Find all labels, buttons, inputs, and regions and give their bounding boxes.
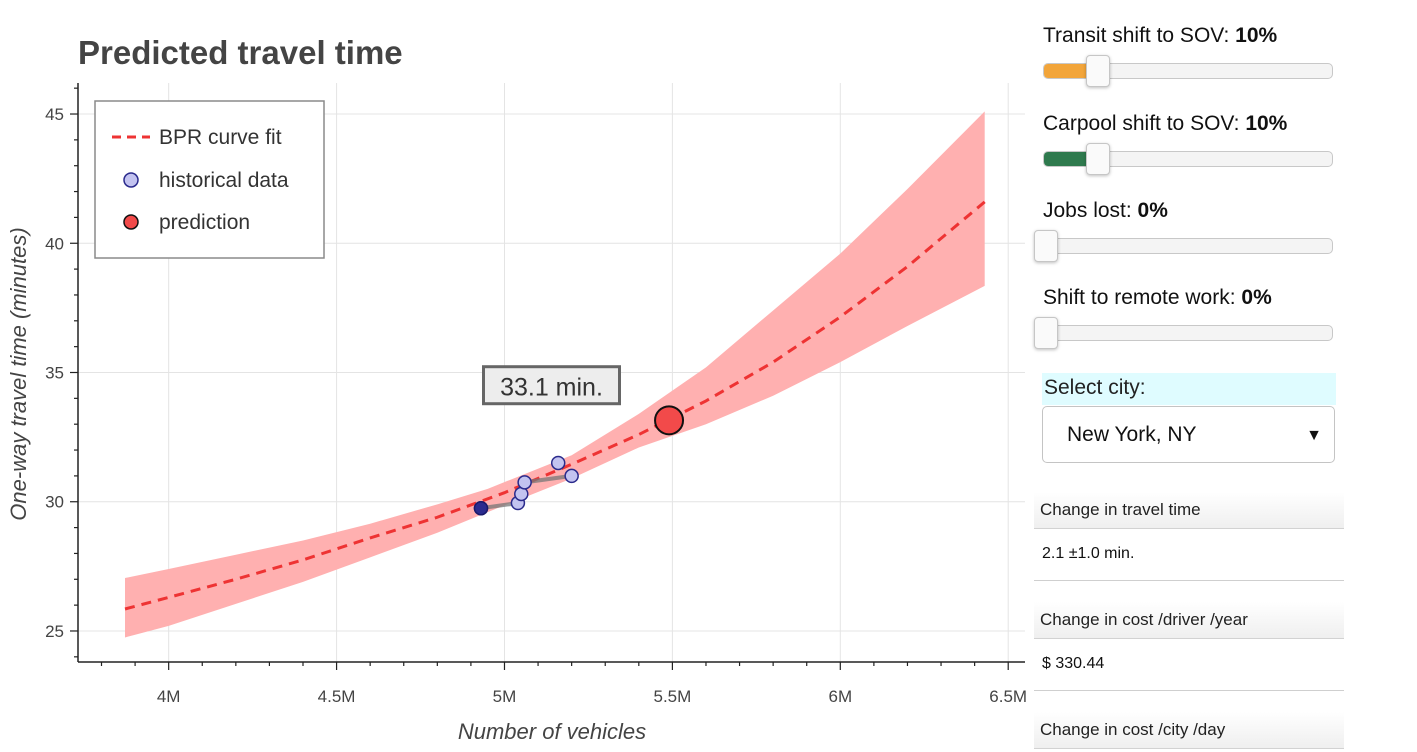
slider-label: Transit shift to SOV: 10%: [1043, 24, 1277, 48]
slider-label: Carpool shift to SOV: 10%: [1043, 112, 1287, 136]
legend-swatch-historical: [123, 172, 139, 188]
y-tick-label: 25: [45, 622, 64, 641]
slider-value: 0%: [1137, 199, 1168, 222]
chart-title: Predicted travel time: [78, 34, 403, 71]
prediction-point: [654, 405, 685, 436]
historical-data-point: [564, 468, 579, 484]
slider-label: Jobs lost: 0%: [1043, 199, 1168, 223]
x-tick-label: 5.5M: [653, 687, 691, 706]
x-tick-label: 6M: [828, 687, 852, 706]
slider-handle[interactable]: [1034, 230, 1058, 262]
city-select-value: New York, NY: [1067, 423, 1197, 446]
bpr-curve-line: [124, 200, 986, 611]
table-header-travel-time: Change in travel time: [1034, 492, 1344, 529]
chevron-down-icon: ▼: [1306, 427, 1322, 444]
y-axis-label: One-way travel time (minutes): [6, 227, 31, 520]
slider-label-text: Shift to remote work:: [1043, 286, 1242, 309]
slider-value: 0%: [1241, 286, 1272, 309]
controls-panel: Transit shift to SOV: 10% Carpool shift t…: [1034, 0, 1417, 752]
slider-label-text: Jobs lost:: [1043, 199, 1138, 222]
slider-handle[interactable]: [1034, 317, 1058, 349]
table-header-cost-driver: Change in cost /driver /year: [1034, 602, 1344, 639]
x-tick-label: 4M: [157, 687, 181, 706]
slider-value: 10%: [1245, 112, 1288, 135]
legend-label: BPR curve fit: [159, 126, 282, 149]
slider-track[interactable]: [1034, 317, 1333, 349]
historical-data-point: [473, 500, 489, 516]
table-divider: [1034, 690, 1344, 691]
slider-value: 10%: [1235, 24, 1278, 47]
select-city-label: Select city:: [1042, 373, 1336, 405]
annotation-text: 33.1 min.: [500, 374, 603, 402]
slider-handle[interactable]: [1086, 143, 1111, 175]
bpr-curve-line: [124, 200, 986, 611]
annotation-box: [482, 365, 621, 406]
y-tick-label: 45: [45, 105, 64, 124]
slider-label-text: Carpool shift to SOV:: [1043, 112, 1246, 135]
slider-track[interactable]: [1034, 230, 1333, 262]
table-header-cost-city: Change in cost /city /day: [1034, 712, 1344, 749]
slider-track[interactable]: [1043, 55, 1333, 87]
slider-fill: [1044, 152, 1093, 166]
historical-data-point: [517, 475, 532, 490]
x-tick-label: 5M: [493, 687, 517, 706]
slider-label-text: Transit shift to SOV:: [1043, 24, 1236, 47]
travel-time-chart: Predicted travel time 4M 4.5M 5M 5.5M 6M 6.5M…: [6, 34, 1027, 744]
y-tick-label: 40: [45, 234, 64, 253]
slider-label: Shift to remote work: 0%: [1043, 286, 1272, 310]
table-value-travel-time: 2.1 ±1.0 min.: [1042, 545, 1135, 562]
legend-label: historical data: [159, 169, 289, 192]
table-divider: [1034, 580, 1344, 581]
prediction-annotation: 33.1 min.: [482, 365, 621, 406]
legend: BPR curve fit historical data prediction: [94, 100, 325, 259]
historical-data-point: [550, 455, 566, 471]
slider-track[interactable]: [1043, 143, 1333, 175]
axes: 4M 4.5M 5M 5.5M 6M 6.5M 25 30 35 40 45: [45, 83, 1027, 706]
x-tick-label: 6.5M: [989, 687, 1027, 706]
slider-fill: [1044, 64, 1093, 78]
x-tick-label: 4.5M: [318, 687, 356, 706]
y-tick-label: 35: [45, 364, 64, 383]
city-select[interactable]: New York, NY ▼: [1042, 406, 1335, 463]
data-points: [473, 405, 685, 516]
legend-swatch-prediction: [123, 214, 139, 230]
slider-handle[interactable]: [1086, 55, 1111, 87]
y-tick-label: 30: [45, 493, 64, 512]
x-axis-label: Number of vehicles: [458, 719, 646, 744]
table-value-cost-driver: $ 330.44: [1042, 655, 1105, 672]
legend-label: prediction: [159, 211, 250, 234]
